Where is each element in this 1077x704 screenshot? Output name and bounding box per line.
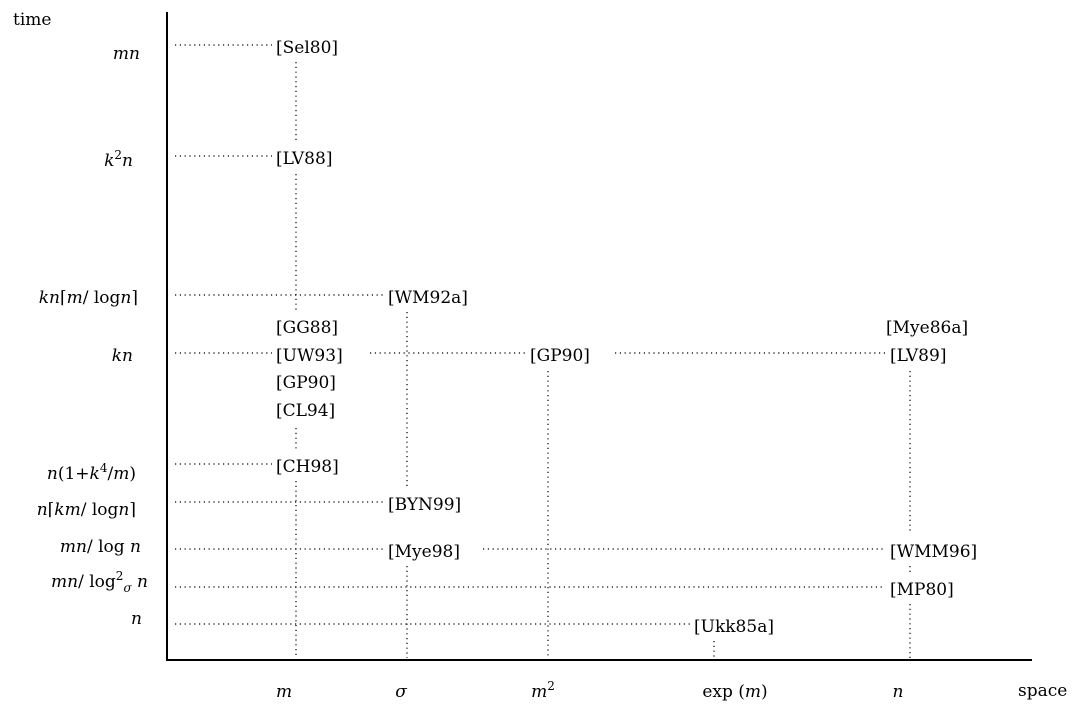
y-axis-title: time (13, 10, 51, 30)
ref-mp80: [MP80] (890, 580, 954, 600)
ref-cl94: [CL94] (276, 401, 335, 421)
x-axis-title: space (1018, 681, 1067, 701)
ref-ch98: [CH98] (276, 457, 339, 477)
ref-mye86a: [Mye86a] (886, 318, 968, 338)
y-label-n: n (131, 609, 142, 629)
ref-byn99: [BYN99] (388, 495, 461, 515)
ref-lv89: [LV89] (890, 346, 946, 366)
ref-gp90-m2: [GP90] (530, 346, 590, 366)
y-label-mn-logn: mn/ log n (60, 537, 141, 557)
y-label-k2n: k2n (104, 148, 133, 171)
ref-sel80: [Sel80] (276, 38, 338, 58)
ref-ukk85a: [Ukk85a] (694, 617, 774, 637)
x-label-m2: m2 (531, 679, 555, 702)
ref-lv88: [LV88] (276, 149, 332, 169)
ref-mye98: [Mye98] (388, 542, 460, 562)
y-label-mn: mn (113, 44, 140, 64)
y-label-kn: kn (112, 346, 133, 366)
y-label-kn-ceil-m-logn: kn⌈m/ logn⌉ (39, 288, 138, 308)
ref-uw93: [UW93] (276, 346, 343, 366)
y-label-n-ceil-km-logn: n⌈km/ logn⌉ (37, 500, 136, 520)
x-label-m: m (276, 682, 292, 702)
ref-gp90-m: [GP90] (276, 373, 336, 393)
x-label-exp-m: exp (m) (702, 682, 767, 702)
ref-wmm96: [WMM96] (890, 542, 977, 562)
y-label-mn-log2sigma-n: mn/ log2σ n (51, 569, 148, 595)
y-label-n-1-k4-m: n(1+k4/m) (47, 461, 136, 484)
ref-gg88: [GG88] (276, 318, 338, 338)
x-label-n: n (893, 682, 904, 702)
ref-wm92a: [WM92a] (388, 288, 468, 308)
x-label-sigma: σ (395, 682, 407, 702)
